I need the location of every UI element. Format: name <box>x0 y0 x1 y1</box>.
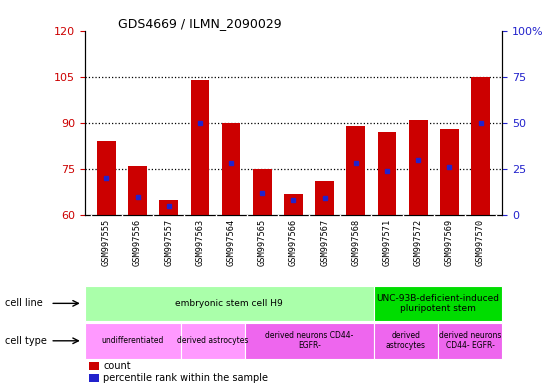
Bar <box>181 323 245 359</box>
Bar <box>438 323 502 359</box>
Text: undifferentiated: undifferentiated <box>102 336 164 345</box>
Text: GSM997563: GSM997563 <box>195 218 204 266</box>
Bar <box>409 120 428 215</box>
Bar <box>89 374 99 382</box>
Text: GDS4669 / ILMN_2090029: GDS4669 / ILMN_2090029 <box>118 17 282 30</box>
Bar <box>471 77 490 215</box>
Text: derived astrocytes: derived astrocytes <box>177 336 249 345</box>
Bar <box>159 200 178 215</box>
Text: derived neurons CD44-
EGFR-: derived neurons CD44- EGFR- <box>265 331 354 351</box>
Bar <box>440 129 459 215</box>
Text: GSM997570: GSM997570 <box>476 218 485 266</box>
Bar <box>378 132 396 215</box>
Bar <box>85 323 181 359</box>
Bar <box>222 123 240 215</box>
Text: GSM997564: GSM997564 <box>227 218 236 266</box>
Text: cell line: cell line <box>5 298 43 308</box>
Text: GSM997566: GSM997566 <box>289 218 298 266</box>
Bar <box>374 323 438 359</box>
Bar <box>347 126 365 215</box>
Text: GSM997569: GSM997569 <box>445 218 454 266</box>
Bar <box>191 80 209 215</box>
Bar <box>253 169 272 215</box>
Text: derived neurons
CD44- EGFR-: derived neurons CD44- EGFR- <box>439 331 501 351</box>
Bar <box>128 166 147 215</box>
Text: GSM997556: GSM997556 <box>133 218 142 266</box>
Bar <box>245 323 374 359</box>
Text: GSM997557: GSM997557 <box>164 218 173 266</box>
Text: cell type: cell type <box>5 336 48 346</box>
Text: percentile rank within the sample: percentile rank within the sample <box>103 373 269 383</box>
Text: GSM997568: GSM997568 <box>351 218 360 266</box>
Text: derived
astrocytes: derived astrocytes <box>386 331 426 351</box>
Text: GSM997565: GSM997565 <box>258 218 267 266</box>
Bar <box>97 141 116 215</box>
Text: count: count <box>103 361 131 371</box>
Text: GSM997555: GSM997555 <box>102 218 111 266</box>
Text: GSM997567: GSM997567 <box>320 218 329 266</box>
Text: embryonic stem cell H9: embryonic stem cell H9 <box>175 299 283 308</box>
Bar <box>85 286 374 321</box>
Text: GSM997572: GSM997572 <box>414 218 423 266</box>
Text: UNC-93B-deficient-induced
pluripotent stem: UNC-93B-deficient-induced pluripotent st… <box>377 294 500 313</box>
Bar <box>374 286 502 321</box>
Text: GSM997571: GSM997571 <box>383 218 391 266</box>
Bar <box>284 194 303 215</box>
Bar <box>89 362 99 369</box>
Bar <box>315 181 334 215</box>
